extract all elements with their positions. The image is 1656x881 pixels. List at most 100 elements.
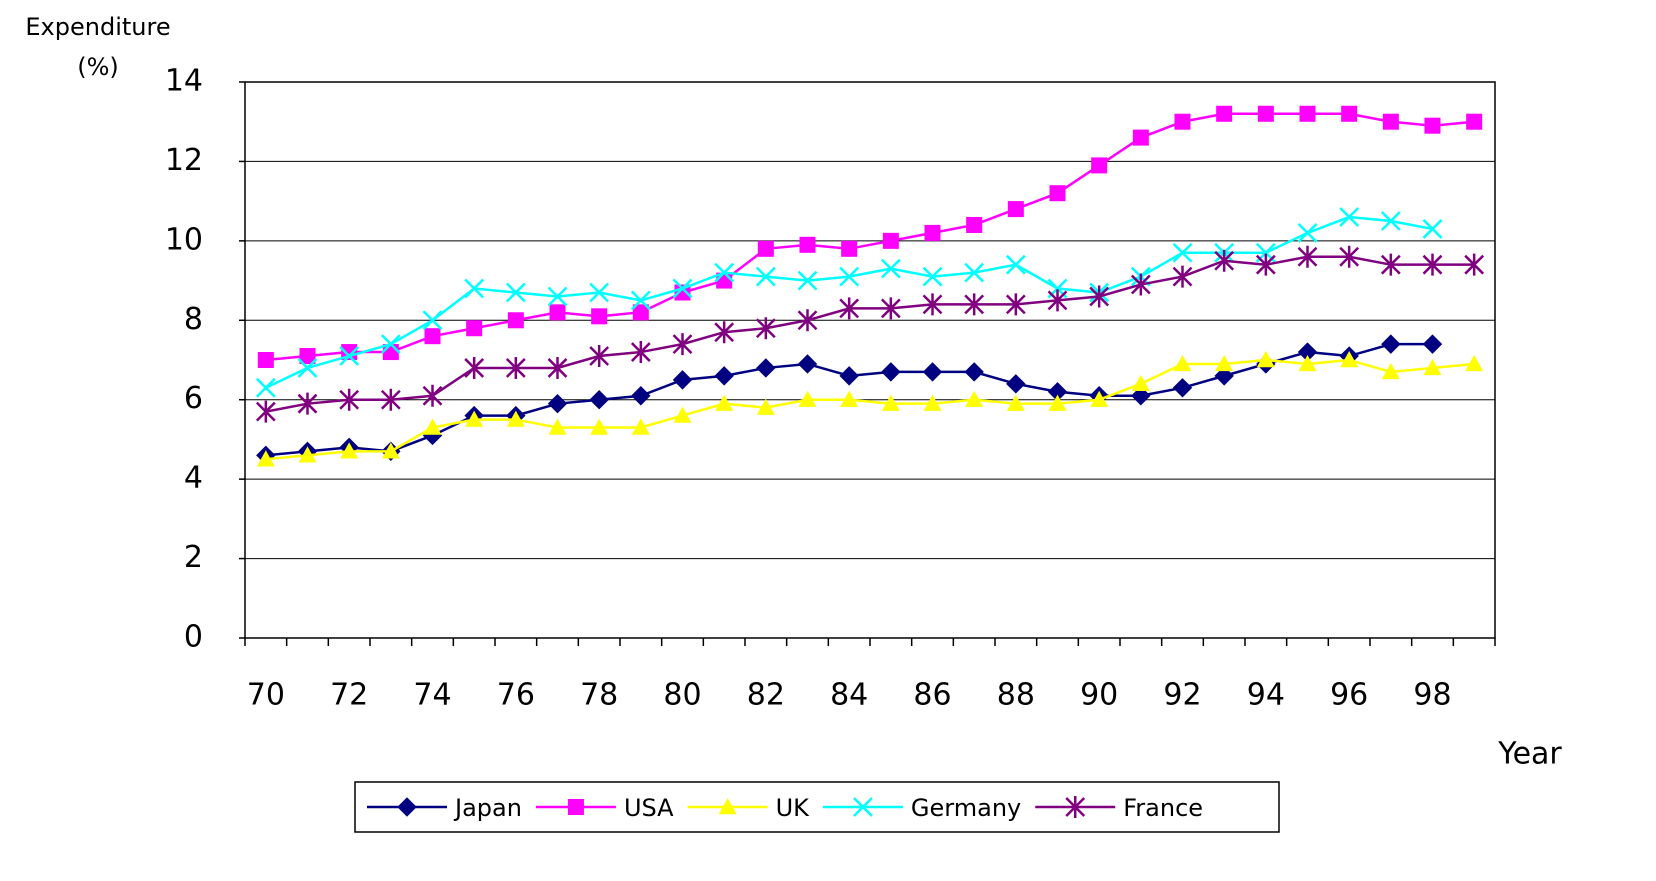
marker [340, 442, 359, 459]
marker [756, 358, 776, 378]
marker-shape [1173, 354, 1192, 372]
marker-shape [756, 358, 776, 378]
marker-shape [715, 394, 734, 411]
marker [755, 317, 776, 340]
marker [1255, 253, 1276, 276]
marker [464, 356, 485, 379]
marker-shape [714, 366, 734, 386]
marker [1299, 105, 1316, 122]
marker [1380, 211, 1401, 231]
marker [1465, 354, 1484, 372]
y-tick-label: 0 [184, 620, 203, 655]
x-tick-label: 92 [1163, 678, 1201, 713]
marker [466, 320, 483, 337]
x-tick-label: 70 [247, 678, 285, 713]
marker-shape [547, 393, 568, 414]
marker [549, 304, 566, 321]
marker-shape [922, 293, 943, 316]
marker [1132, 129, 1149, 146]
marker [1422, 334, 1443, 354]
marker [755, 266, 776, 287]
marker-shape [1131, 386, 1151, 406]
marker-shape [589, 282, 610, 303]
marker [1214, 249, 1235, 272]
x-tick-label: 98 [1413, 678, 1451, 713]
marker [799, 236, 816, 253]
marker-shape [1257, 105, 1274, 122]
marker-shape [714, 262, 735, 283]
marker-shape [1339, 207, 1360, 227]
marker [1298, 354, 1317, 372]
series-line [265, 255, 1475, 413]
marker-shape [797, 354, 818, 374]
marker [1424, 117, 1441, 134]
marker [567, 799, 584, 815]
marker [1007, 201, 1024, 218]
marker [1131, 386, 1151, 406]
marker-shape [297, 392, 318, 415]
marker [1340, 351, 1359, 368]
marker [1091, 157, 1108, 174]
marker [1380, 253, 1401, 276]
marker [882, 232, 899, 249]
marker-shape [380, 388, 401, 411]
marker [1006, 374, 1026, 394]
marker-shape [1256, 351, 1275, 368]
marker [673, 406, 692, 423]
marker-shape [880, 258, 901, 279]
y-tick-label: 2 [184, 540, 203, 575]
marker [923, 394, 942, 411]
marker-shape [799, 236, 816, 253]
x-tick-label: 94 [1247, 678, 1285, 713]
marker [1047, 289, 1068, 312]
y-axis-unit: (%) [77, 53, 119, 81]
x-tick-label: 86 [913, 678, 951, 713]
y-tick-label: 6 [184, 381, 203, 416]
marker-shape [922, 266, 943, 287]
marker [256, 450, 275, 467]
marker [1065, 796, 1086, 818]
x-tick-label: 84 [830, 678, 868, 713]
x-tick-label: 96 [1330, 678, 1368, 713]
legend-label: France [1123, 794, 1203, 822]
marker [380, 334, 401, 354]
marker-shape [1465, 354, 1484, 372]
marker-shape [756, 398, 775, 415]
marker-shape [547, 286, 568, 307]
marker-shape [1131, 374, 1150, 392]
marker [1089, 285, 1110, 308]
marker-shape [797, 309, 818, 332]
marker-shape [1422, 334, 1443, 354]
marker [1174, 113, 1191, 130]
marker-shape [464, 278, 485, 299]
marker-shape [673, 406, 692, 423]
marker [297, 358, 318, 378]
marker [630, 341, 651, 364]
marker-shape [1380, 253, 1401, 276]
marker-shape [880, 297, 901, 320]
marker-shape [630, 290, 651, 311]
marker-shape [1422, 219, 1443, 239]
marker [381, 442, 400, 459]
marker [547, 286, 568, 307]
marker [589, 390, 609, 410]
marker-shape [255, 377, 276, 398]
marker-shape [839, 266, 860, 287]
marker [924, 224, 941, 241]
legend-box [354, 781, 1280, 833]
marker [880, 258, 901, 279]
marker [798, 390, 817, 407]
marker-shape [881, 362, 901, 382]
marker [465, 410, 484, 427]
marker-shape [1091, 157, 1108, 174]
marker [505, 356, 526, 379]
marker-shape [1381, 334, 1401, 354]
marker-shape [797, 270, 818, 291]
marker [547, 393, 568, 414]
marker-shape [506, 410, 525, 427]
marker-shape [882, 232, 899, 249]
marker-shape [505, 356, 526, 379]
y-tick-label: 12 [165, 143, 203, 178]
marker-shape [964, 362, 984, 382]
